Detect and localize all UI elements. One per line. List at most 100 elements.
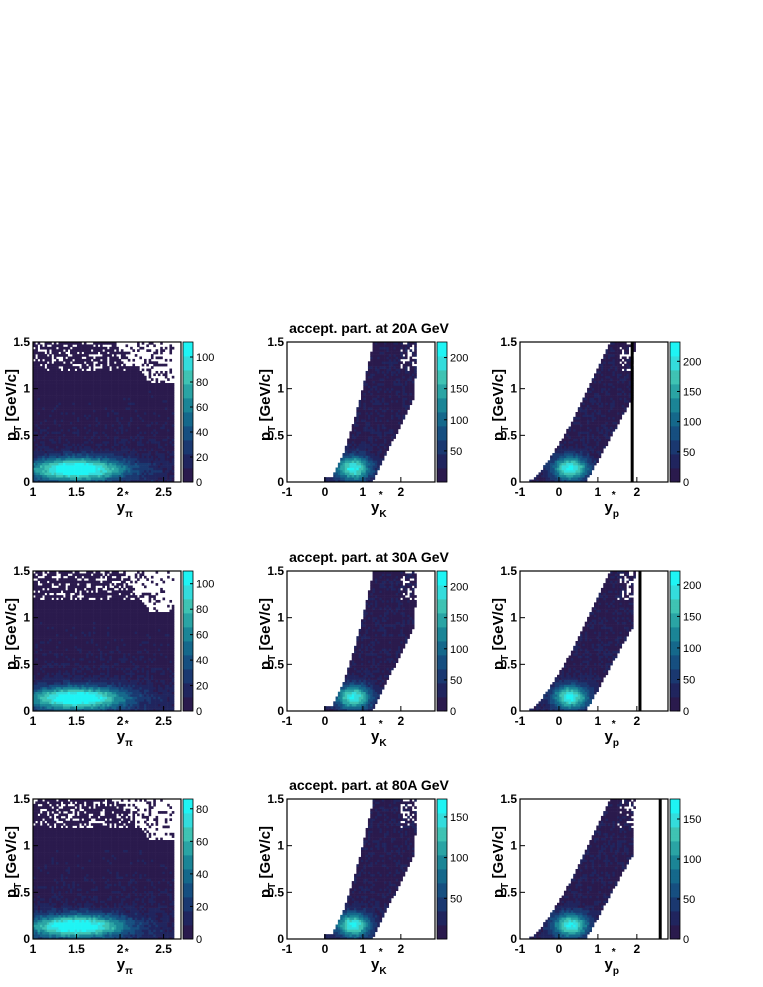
density-cell (46, 378, 50, 381)
density-cell (109, 443, 112, 447)
density-cell (361, 419, 364, 422)
density-cell (65, 472, 68, 476)
density-cell (566, 433, 569, 437)
density-cell (70, 368, 73, 372)
density-cell (72, 409, 75, 413)
density-cell (44, 474, 48, 478)
density-cell (65, 462, 68, 466)
density-cell (167, 445, 170, 449)
density-cell (365, 395, 369, 398)
density-cell (157, 448, 161, 451)
density-cell (90, 378, 94, 381)
density-cell (600, 450, 604, 454)
density-cell (120, 404, 124, 408)
density-cell (76, 361, 80, 365)
density-cell (363, 469, 366, 473)
density-cell (381, 361, 385, 365)
density-cell (100, 361, 103, 365)
density-cell (596, 438, 599, 442)
density-cell (137, 368, 140, 372)
density-cell (155, 402, 159, 406)
density-cell (111, 361, 115, 365)
density-cell (42, 351, 45, 355)
density-cell (88, 419, 92, 422)
density-cell (120, 438, 124, 442)
density-cell (102, 358, 105, 362)
density-cell (49, 460, 52, 463)
density-cell (93, 421, 96, 425)
density-cell (107, 453, 110, 456)
density-cell (102, 373, 105, 377)
density-cell (365, 409, 369, 413)
density-cell (171, 392, 175, 396)
density-cell (400, 361, 403, 365)
density-cell (153, 414, 156, 418)
density-cell (104, 366, 108, 369)
density-cell (395, 431, 399, 435)
density-cell (127, 387, 131, 391)
density-cell (361, 465, 364, 468)
density-cell (566, 440, 569, 444)
density-cell (347, 450, 350, 454)
density-cell (162, 467, 166, 471)
density-cell (125, 465, 129, 468)
density-cell (83, 453, 87, 456)
density-cell (37, 440, 41, 444)
density-cell (74, 414, 78, 418)
density-cell (79, 465, 82, 468)
density-cell (137, 404, 140, 408)
density-cell (67, 428, 71, 432)
density-cell (46, 419, 50, 422)
density-cell (591, 438, 595, 442)
density-cell (125, 383, 129, 386)
density-cell (107, 342, 110, 345)
density-cell (148, 431, 152, 435)
density-cell (160, 479, 163, 483)
density-cell (33, 354, 36, 357)
density-cell (58, 392, 62, 396)
density-cell (171, 465, 175, 468)
density-cell (367, 409, 371, 413)
density-cell (377, 399, 380, 403)
density-cell (111, 368, 115, 372)
density-cell (365, 433, 369, 437)
density-cell (97, 426, 101, 430)
density-cell (118, 438, 122, 442)
density-cell (409, 363, 413, 367)
density-cell (157, 431, 161, 435)
density-cell (155, 409, 159, 413)
density-cell (60, 443, 64, 447)
density-cell (594, 450, 597, 454)
density-cell (354, 450, 357, 454)
density-cell (363, 440, 366, 444)
density-cell (44, 462, 48, 466)
density-cell (116, 390, 119, 393)
density-cell (367, 479, 371, 483)
density-cell (381, 407, 385, 410)
density-cell (56, 361, 59, 365)
density-cell (100, 416, 103, 420)
density-cell (35, 358, 38, 362)
density-cell (395, 404, 399, 408)
density-cell (404, 397, 408, 401)
density-cell (347, 462, 350, 466)
density-cell (363, 433, 366, 437)
density-cell (160, 407, 163, 410)
density-cell (391, 344, 394, 348)
density-cell (120, 361, 124, 365)
density-cell (90, 421, 94, 425)
density-cell (118, 351, 122, 355)
density-cell (148, 370, 152, 374)
density-cell (594, 431, 597, 435)
density-cell (400, 421, 403, 425)
density-cell (367, 431, 371, 435)
density-cell (388, 426, 392, 430)
density-cell (51, 399, 55, 403)
density-cell (347, 445, 350, 449)
color-bar-segment (437, 363, 447, 367)
density-cell (550, 477, 553, 480)
color-bar-segment (183, 440, 193, 444)
density-cell (407, 361, 410, 365)
density-cell (116, 399, 119, 403)
density-cell (113, 448, 117, 451)
